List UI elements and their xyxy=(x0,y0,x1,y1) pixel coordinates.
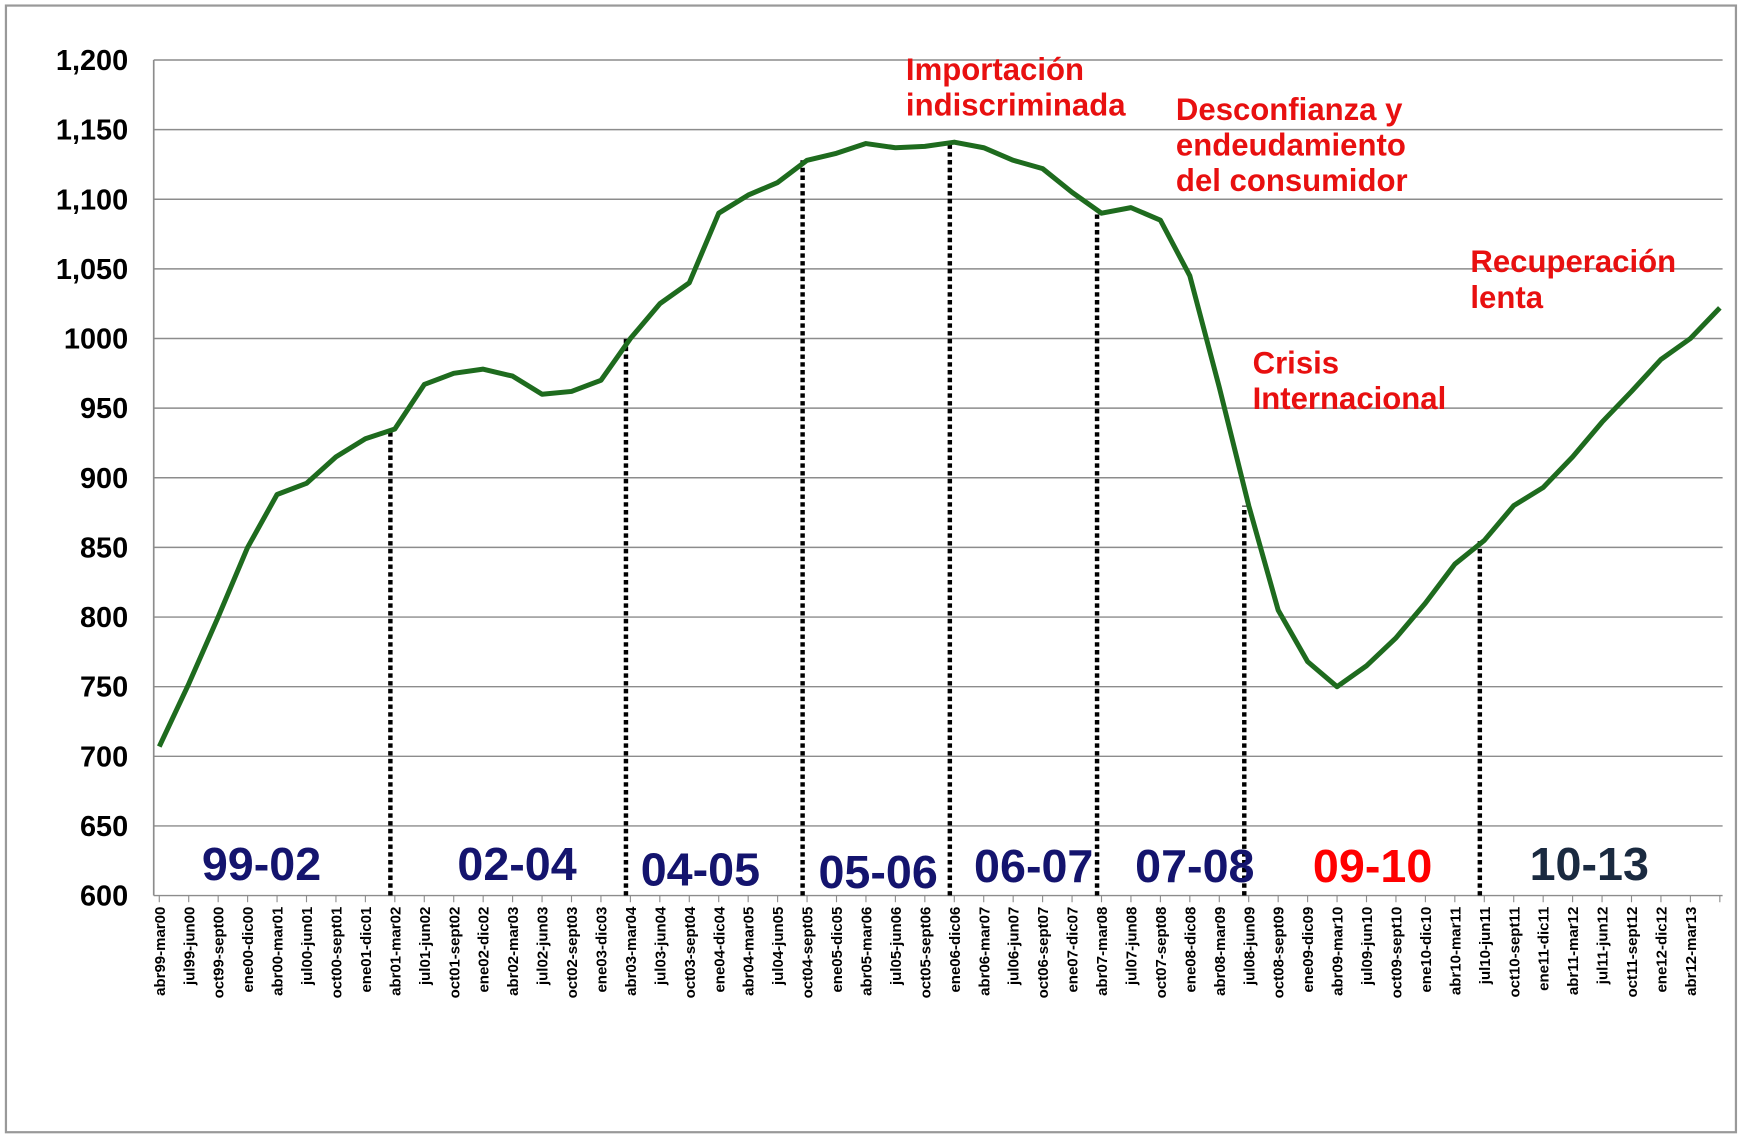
x-tick-label: jul11-jun12 xyxy=(1595,907,1612,986)
x-tick-label: abr01-mar02 xyxy=(387,907,404,996)
x-tick-label: ene00-dic00 xyxy=(240,907,257,993)
x-tick-label: jul00-jun01 xyxy=(299,907,316,986)
x-tick-label: ene11-dic11 xyxy=(1536,907,1553,991)
annotation: Recuperación xyxy=(1470,244,1676,279)
x-tick-label: oct00-sept01 xyxy=(329,907,346,999)
y-tick-label: 900 xyxy=(80,463,128,495)
period-label: 06-07 xyxy=(974,840,1093,892)
x-tick-label: oct11-sept12 xyxy=(1624,907,1641,998)
period-label: 07-08 xyxy=(1135,840,1254,892)
x-tick-label: oct99-sept00 xyxy=(211,907,228,999)
period-label: 09-10 xyxy=(1313,840,1432,892)
x-tick-label: oct07-sept08 xyxy=(1153,907,1170,999)
x-tick-label: oct08-sept09 xyxy=(1271,907,1288,999)
period-label: 02-04 xyxy=(457,838,576,890)
annotation: endeudamiento xyxy=(1176,128,1406,163)
x-tick-label: ene03-dic03 xyxy=(594,907,611,993)
annotation: Internacional xyxy=(1253,381,1447,416)
y-tick-label: 1,100 xyxy=(56,184,128,216)
x-tick-label: oct03-sept04 xyxy=(682,906,699,998)
x-tick-label: ene10-dic10 xyxy=(1418,907,1435,993)
x-tick-label: oct09-sept10 xyxy=(1389,907,1406,999)
annotation: del consumidor xyxy=(1176,163,1408,198)
x-tick-label: ene04-dic04 xyxy=(711,906,728,993)
x-tick-label: oct05-sept06 xyxy=(917,907,934,999)
y-tick-label: 850 xyxy=(80,532,128,564)
period-label: 05-06 xyxy=(818,846,937,898)
y-tick-label: 650 xyxy=(80,811,128,843)
x-tick-label: abr09-mar10 xyxy=(1330,907,1347,996)
x-tick-label: abr00-mar01 xyxy=(270,907,287,996)
x-tick-label: abr08-mar09 xyxy=(1212,907,1229,996)
x-tick-label: abr04-mar05 xyxy=(741,907,758,996)
y-tick-label: 1,050 xyxy=(56,254,128,286)
period-label: 04-05 xyxy=(641,844,760,896)
y-tick-label: 750 xyxy=(80,672,128,704)
period-label: 10-13 xyxy=(1530,838,1649,890)
x-tick-label: jul09-jun10 xyxy=(1359,907,1376,986)
x-tick-label: ene01-dic01 xyxy=(358,907,375,993)
x-tick-label: abr12-mar13 xyxy=(1683,907,1700,996)
x-tick-label: abr11-mar12 xyxy=(1565,907,1582,995)
y-tick-label: 700 xyxy=(80,741,128,773)
x-tick-label: abr06-mar07 xyxy=(976,907,993,996)
x-tick-label: ene06-dic06 xyxy=(947,907,964,993)
x-tick-label: abr05-mar06 xyxy=(859,907,876,996)
y-tick-label: 950 xyxy=(80,393,128,425)
x-tick-label: abr10-mar11 xyxy=(1447,907,1464,995)
y-tick-label: 600 xyxy=(80,881,128,913)
x-tick-label: jul05-jun06 xyxy=(888,907,905,986)
annotation: Crisis xyxy=(1253,345,1339,380)
x-tick-label: abr03-mar04 xyxy=(623,906,640,996)
x-tick-label: ene08-dic08 xyxy=(1182,907,1199,993)
y-tick-label: 800 xyxy=(80,602,128,634)
y-tick-label: 1,150 xyxy=(56,115,128,147)
x-tick-label: jul03-jun04 xyxy=(652,906,669,986)
x-tick-label: abr07-mar08 xyxy=(1094,907,1111,996)
x-tick-label: oct02-sept03 xyxy=(564,907,581,999)
x-tick-label: oct04-sept05 xyxy=(800,907,817,999)
x-tick-label: jul02-jun03 xyxy=(535,907,552,986)
x-tick-label: jul06-jun07 xyxy=(1006,907,1023,986)
x-tick-label: ene05-dic05 xyxy=(829,907,846,993)
data-line xyxy=(157,139,1722,748)
x-tick-label: jul10-jun11 xyxy=(1477,907,1494,986)
x-tick-label: oct06-sept07 xyxy=(1035,907,1052,999)
x-tick-label: jul01-jun02 xyxy=(417,907,434,986)
x-tick-label: oct01-sept02 xyxy=(446,907,463,999)
annotation: lenta xyxy=(1470,280,1543,315)
chart-border xyxy=(4,4,1738,1134)
x-tick-label: abr99-mar00 xyxy=(152,907,169,996)
annotation: indiscriminada xyxy=(906,88,1126,123)
period-label: 99-02 xyxy=(202,838,321,890)
x-tick-label: ene12-dic12 xyxy=(1654,907,1671,993)
annotation: Importación xyxy=(906,52,1084,87)
x-tick-label: jul07-jun08 xyxy=(1124,907,1141,986)
x-tick-label: jul04-jun05 xyxy=(770,907,787,986)
x-tick-label: ene02-dic02 xyxy=(476,907,493,993)
y-tick-label: 1000 xyxy=(64,324,128,356)
x-tick-label: jul08-jun09 xyxy=(1241,907,1258,986)
x-tick-label: ene07-dic07 xyxy=(1065,907,1082,993)
x-tick-label: abr02-mar03 xyxy=(505,907,522,996)
x-tick-label: jul99-jun00 xyxy=(181,907,198,986)
x-tick-label: ene09-dic09 xyxy=(1300,907,1317,993)
y-tick-label: 1,200 xyxy=(56,45,128,77)
annotation: Desconfianza y xyxy=(1176,92,1403,127)
x-tick-label: oct10-sept11 xyxy=(1506,907,1523,998)
